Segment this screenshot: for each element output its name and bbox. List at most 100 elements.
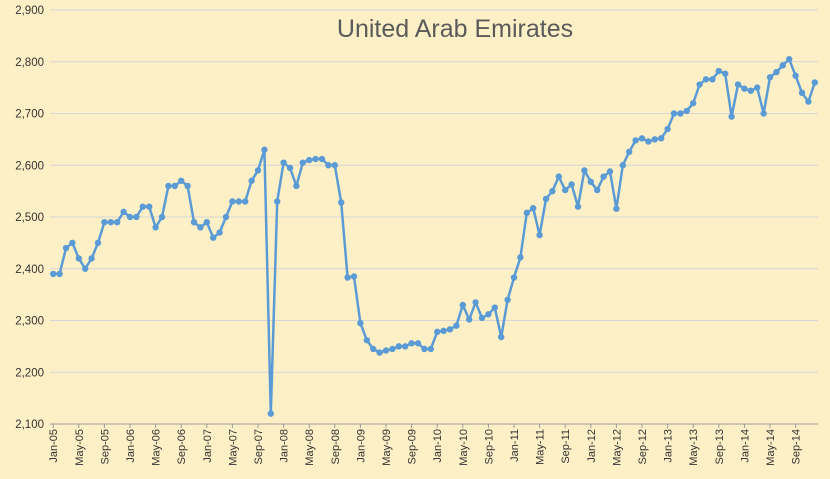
data-point [363, 336, 370, 344]
x-tick-label: Sep-11 [560, 429, 572, 464]
x-tick-label: Sep-06 [176, 429, 188, 464]
y-tick-label: 2,800 [15, 57, 44, 69]
data-point [766, 74, 774, 81]
data-point [530, 205, 537, 212]
data-point [754, 84, 761, 91]
data-point [677, 110, 684, 117]
data-point [299, 159, 306, 166]
x-axis-ticks: Jan-05 May-05 Sep-05 Jan-06 May-06 Sep-06 Jan-… [48, 424, 803, 466]
x-tick-label: Jan-12 [586, 429, 598, 463]
x-tick-label: Sep-12 [637, 429, 649, 464]
data-point [715, 67, 722, 75]
x-tick-label: Jan-10 [432, 429, 444, 463]
data-point [702, 76, 710, 83]
data-point [536, 231, 543, 239]
data-point [638, 135, 646, 142]
data-point [574, 203, 582, 210]
x-tick-label: Sep-10 [483, 429, 495, 464]
data-point [165, 182, 172, 190]
x-tick-label: Jan-05 [48, 429, 60, 463]
y-tick-label: 2,500 [15, 212, 44, 224]
data-point [626, 148, 633, 155]
data-point [421, 345, 428, 353]
data-point [696, 81, 703, 88]
data-point [306, 156, 313, 164]
data-point [350, 273, 358, 280]
data-point [267, 410, 274, 417]
x-tick-label: May-09 [381, 429, 393, 466]
data-point [491, 304, 498, 311]
gridlines [50, 9, 818, 373]
data-point [734, 81, 742, 88]
data-point [709, 76, 716, 83]
x-tick-label: Sep-07 [253, 429, 265, 464]
data-point [222, 213, 230, 221]
data-point [798, 89, 806, 97]
data-point [338, 199, 345, 206]
data-point [376, 349, 383, 356]
data-point [50, 270, 57, 278]
y-tick-label: 2,100 [15, 419, 44, 431]
data-point [101, 218, 108, 226]
data-point [382, 347, 390, 354]
data-point [389, 345, 396, 353]
x-tick-label: Sep-14 [791, 429, 803, 464]
data-point [184, 182, 191, 190]
data-point [414, 340, 422, 347]
data-point [210, 234, 217, 241]
x-tick-label: May-11 [535, 429, 547, 465]
data-point [600, 173, 607, 180]
data-point [370, 345, 377, 353]
data-point [485, 311, 492, 318]
data-point [286, 164, 294, 172]
data-point [357, 319, 364, 327]
data-point [325, 162, 332, 169]
y-tick-label: 2,300 [15, 316, 44, 328]
series-united-arab-emirates [50, 55, 818, 417]
data-point [242, 198, 249, 205]
data-point [690, 99, 697, 107]
x-tick-label: Jan-08 [279, 429, 291, 463]
data-point [178, 177, 185, 184]
data-point [792, 72, 799, 79]
data-point [510, 274, 518, 281]
data-point [562, 186, 569, 194]
data-point [229, 198, 236, 205]
data-point [88, 255, 95, 262]
data-point [549, 187, 556, 195]
data-point [293, 182, 300, 190]
data-point [523, 209, 530, 217]
data-point [235, 198, 242, 205]
data-point [722, 70, 729, 77]
x-tick-label: May-08 [304, 429, 316, 466]
data-point [741, 85, 748, 92]
data-point [402, 343, 409, 350]
x-tick-label: Sep-13 [714, 429, 726, 464]
data-point [728, 113, 735, 120]
y-tick-label: 2,900 [15, 5, 44, 17]
data-point [651, 136, 658, 143]
data-point [203, 218, 210, 226]
data-point [190, 218, 198, 226]
data-point [261, 146, 268, 153]
x-tick-label: May-05 [74, 429, 86, 466]
y-tick-label: 2,400 [15, 264, 44, 276]
data-point [466, 316, 473, 323]
data-point [318, 155, 326, 163]
data-point [82, 265, 89, 272]
data-point [811, 79, 818, 86]
data-point [395, 343, 402, 350]
data-point [408, 340, 415, 347]
data-point [472, 299, 479, 306]
data-point [197, 224, 204, 231]
data-point [658, 135, 665, 142]
data-point [568, 181, 575, 188]
data-point [587, 178, 594, 186]
y-tick-label: 2,700 [15, 109, 44, 121]
data-point [779, 62, 786, 69]
x-tick-label: May-13 [688, 429, 700, 466]
data-point [94, 239, 102, 247]
data-point [114, 218, 121, 226]
data-point [75, 255, 83, 262]
